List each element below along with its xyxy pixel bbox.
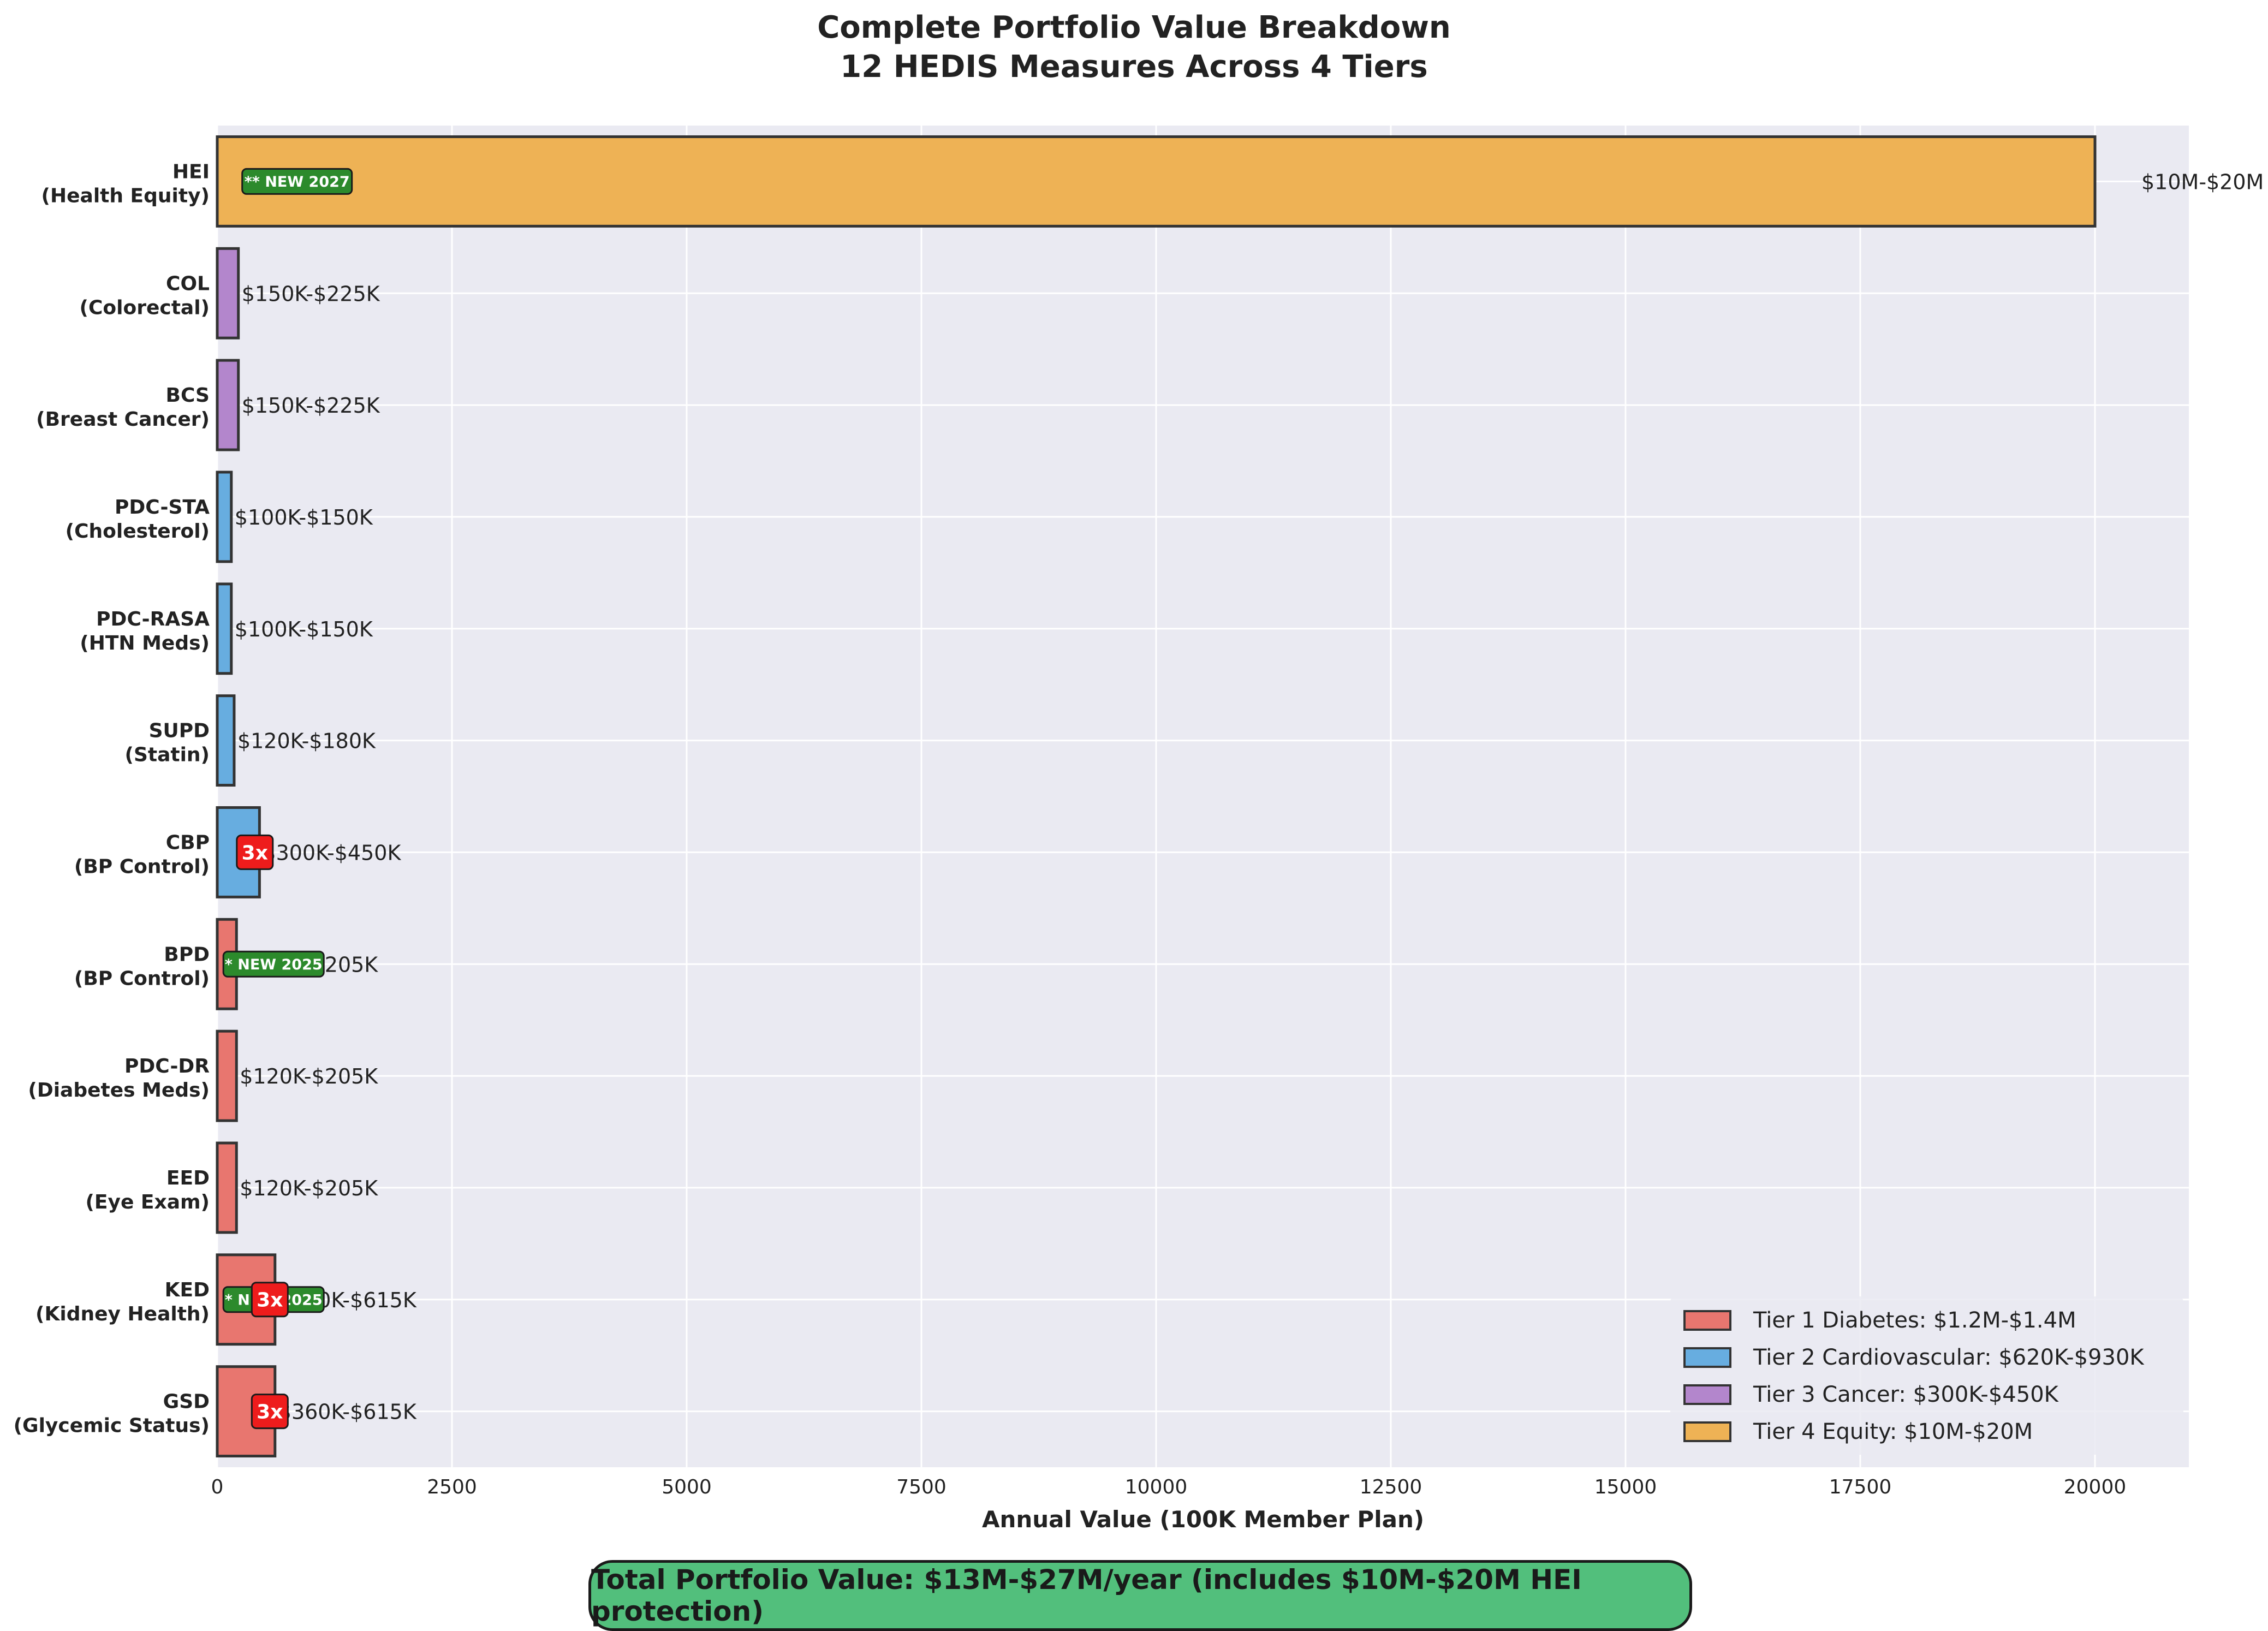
value-label: $100K-$150K: [235, 617, 373, 641]
y-tick-label-code: PDC-STA: [115, 496, 210, 519]
value-label: $10M-$20M: [2141, 170, 2264, 194]
y-tick-label-code: SUPD: [149, 720, 210, 742]
bar-hei: [216, 135, 2097, 228]
y-tick-label-code: EED: [166, 1167, 210, 1189]
legend-item-tier2: Tier 2 Cardiovascular: $620K-$930K: [1683, 1341, 2144, 1374]
y-tick-label-name: (Health Equity): [41, 184, 210, 207]
legend-item-tier1: Tier 1 Diabetes: $1.2M-$1.4M: [1683, 1304, 2076, 1337]
x-tick-label: 10000: [1125, 1476, 1188, 1498]
legend-label-tier3: Tier 3 Cancer: $300K-$450K: [1753, 1382, 2058, 1407]
badge-text: 3x: [257, 1401, 283, 1424]
x-tick-label: 5000: [662, 1476, 712, 1498]
badge-box: [251, 1394, 289, 1430]
y-tick-label-name: (Glycemic Status): [14, 1415, 210, 1437]
value-label: $100K-$150K: [235, 505, 373, 529]
badge-box: [222, 950, 325, 978]
x-tick-label: 15000: [1594, 1476, 1657, 1498]
multiplier-badge: 3x: [236, 834, 274, 870]
y-tick-label-code: HEI: [172, 160, 210, 183]
value-label: $120K-$180K: [237, 729, 376, 753]
y-tick-label-code: BCS: [166, 384, 210, 407]
y-tick-label-name: (Kidney Health): [35, 1303, 210, 1325]
value-label: $360K-$615K: [278, 1400, 417, 1424]
x-tick-label: 17500: [1829, 1476, 1892, 1498]
bar-eed: [216, 1141, 238, 1234]
badge-box: [251, 1282, 289, 1318]
value-label: $120K-$205K: [240, 1064, 378, 1088]
plot-area: [217, 126, 2189, 1467]
bar-supd: [216, 694, 236, 787]
y-tick-label-name: (Diabetes Meds): [28, 1079, 210, 1102]
badge-text: * NEW 2025: [225, 956, 323, 973]
legend-swatch-tier2: [1683, 1347, 1731, 1368]
legend-swatch-tier1: [1683, 1310, 1731, 1331]
y-tick-label-name: (HTN Meds): [80, 632, 210, 654]
chart-title-line2: 12 HEDIS Measures Across 4 Tiers: [840, 49, 1428, 85]
y-tick-label-code: CBP: [166, 831, 210, 854]
bar-pdc-rasa: [216, 582, 233, 675]
value-label: $150K-$225K: [242, 282, 380, 306]
legend-swatch-tier3: [1683, 1384, 1731, 1405]
y-tick-label-name: (BP Control): [74, 967, 210, 990]
badge-box: [241, 168, 353, 195]
value-label: $150K-$225K: [242, 394, 380, 418]
legend-label-tier4: Tier 4 Equity: $10M-$20M: [1753, 1419, 2033, 1444]
badge-text: 3x: [257, 1289, 283, 1312]
x-tick-label: 0: [211, 1476, 224, 1498]
y-tick-label-name: (Breast Cancer): [36, 408, 210, 431]
badge-box: [236, 834, 274, 870]
y-tick-label-code: PDC-DR: [124, 1055, 210, 1078]
legend: Tier 1 Diabetes: $1.2M-$1.4M Tier 2 Card…: [1670, 1296, 2183, 1455]
value-label: $120K-$205K: [240, 1176, 378, 1200]
y-tick-label-name: (Colorectal): [80, 296, 210, 319]
x-tick-label: 2500: [427, 1476, 477, 1498]
chart-title-line1: Complete Portfolio Value Breakdown: [817, 10, 1451, 45]
y-tick-label-code: PDC-RASA: [96, 608, 210, 630]
y-tick-label-code: COL: [166, 272, 210, 295]
y-tick-label-name: (Eye Exam): [85, 1191, 210, 1213]
y-tick-label-name: (Cholesterol): [66, 520, 210, 543]
multiplier-badge: 3x: [251, 1394, 289, 1430]
legend-swatch-tier4: [1683, 1421, 1731, 1442]
total-portfolio-banner: Total Portfolio Value: $13M-$27M/year (i…: [588, 1560, 1692, 1631]
legend-label-tier2: Tier 2 Cardiovascular: $620K-$930K: [1753, 1345, 2144, 1370]
badge-text: ** NEW 2027: [245, 174, 350, 191]
bar-col: [216, 247, 240, 340]
new-badge: ** NEW 2027: [241, 168, 353, 195]
legend-item-tier4: Tier 4 Equity: $10M-$20M: [1683, 1415, 2033, 1448]
badge-text: 3x: [242, 842, 268, 864]
x-tick-label: 7500: [896, 1476, 947, 1498]
y-tick-label-code: KED: [165, 1279, 210, 1301]
y-tick-label-code: BPD: [164, 943, 210, 966]
total-portfolio-text: Total Portfolio Value: $13M-$27M/year (i…: [591, 1564, 1582, 1627]
legend-label-tier1: Tier 1 Diabetes: $1.2M-$1.4M: [1753, 1308, 2076, 1333]
bar-pdc-sta: [216, 471, 233, 563]
bar-pdc-dr: [216, 1029, 238, 1122]
multiplier-badge: 3x: [251, 1282, 289, 1318]
legend-item-tier3: Tier 3 Cancer: $300K-$450K: [1683, 1378, 2058, 1411]
x-axis-label: Annual Value (100K Member Plan): [982, 1506, 1424, 1533]
y-tick-label-name: (Statin): [124, 744, 210, 766]
x-tick-label: 20000: [2064, 1476, 2127, 1498]
new-badge: * NEW 2025: [222, 950, 325, 978]
bar-bcs: [216, 359, 240, 451]
x-tick-label: 12500: [1360, 1476, 1422, 1498]
y-tick-label-code: GSD: [163, 1391, 210, 1413]
value-label: $300K-$450K: [263, 841, 401, 865]
y-tick-label-name: (BP Control): [74, 855, 210, 878]
